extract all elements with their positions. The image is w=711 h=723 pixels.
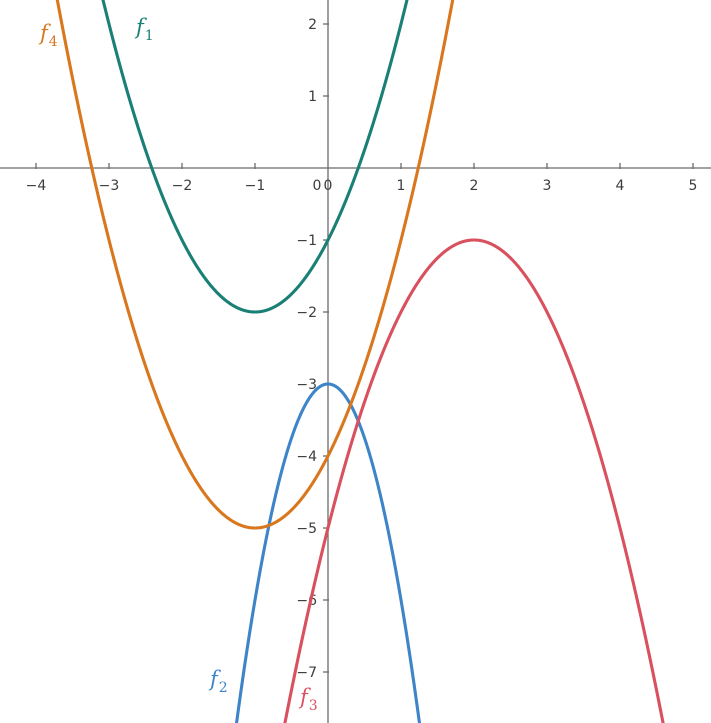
x-tick-label--4: −4 (26, 178, 47, 194)
curve-f1 (101, 0, 409, 314)
y-tick-label--6: −6 (296, 593, 317, 609)
curve-label-subscript-f4: 4 (49, 34, 58, 50)
curve-label-f2: f2 (208, 667, 228, 696)
curve-label-f1: f1 (134, 15, 154, 44)
curve-label-subscript-f2: 2 (219, 680, 228, 696)
y-tick-label--5: −5 (296, 521, 317, 537)
y-tick-label--4: −4 (296, 449, 317, 465)
curve-label-f4: f4 (38, 21, 58, 50)
x-tick-label-4: 4 (616, 178, 625, 194)
curve-label-subscript-f1: 1 (145, 28, 154, 44)
x-tick-label-3: 3 (543, 178, 552, 194)
curves-group (55, 0, 665, 723)
curve-label-subscript-f3: 3 (309, 698, 318, 714)
x-tick-label-0: 0 (324, 178, 333, 194)
curve-label-text-f4: f4 (38, 21, 58, 50)
curve-f3 (283, 238, 665, 723)
curve-label-f3: f3 (298, 685, 318, 714)
x-tick-label--1: −1 (245, 178, 266, 194)
x-tick-label-2: 2 (470, 178, 479, 194)
x-tick-label-1: 1 (397, 178, 406, 194)
curve-label-text-f1: f1 (134, 15, 154, 44)
ticks-group: −4 −3 −2 −1 0 1 2 3 4 5 2 1 −1 −2 −3 −4 −5 −6 −7 0 (26, 17, 698, 681)
y-tick-label--7: −7 (296, 665, 317, 681)
curve-label-text-f3: f3 (298, 685, 318, 714)
curve-f2 (234, 382, 422, 723)
x-tick-label--2: −2 (172, 178, 193, 194)
x-tick-label-5: 5 (689, 178, 698, 194)
y-tick-label--2: −2 (296, 305, 317, 321)
x-tick-label--3: −3 (99, 178, 120, 194)
origin-tick-label: 0 (313, 178, 322, 194)
curve-label-text-f2: f2 (208, 667, 228, 696)
curve-f4 (55, 0, 455, 530)
y-tick-label-2: 2 (308, 17, 317, 33)
y-tick-label-1: 1 (308, 89, 317, 105)
y-tick-label--1: −1 (296, 233, 317, 249)
y-tick-label--3: −3 (296, 377, 317, 393)
